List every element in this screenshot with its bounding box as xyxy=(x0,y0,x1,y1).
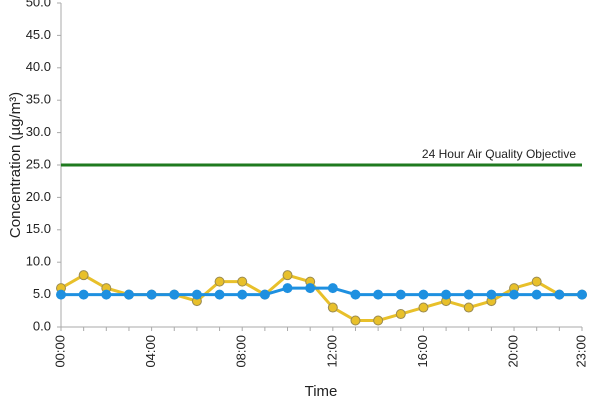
point xyxy=(531,276,542,287)
point xyxy=(486,289,497,300)
x-tick-label: 23:00 xyxy=(573,335,588,368)
y-axis-title: Concentration (µg/m³) xyxy=(7,92,24,238)
point xyxy=(463,302,474,313)
point xyxy=(418,302,429,313)
y-tick-label: 5.0 xyxy=(33,286,51,301)
y-tick-label: 15.0 xyxy=(26,221,51,236)
x-tick-label: 08:00 xyxy=(234,335,249,368)
y-tick-label: 50.0 xyxy=(26,0,51,9)
y-tick-label: 30.0 xyxy=(26,124,51,139)
y-tick-label: 10.0 xyxy=(26,254,51,269)
y-tick-label: 20.0 xyxy=(26,189,51,204)
series-line xyxy=(60,273,582,323)
point xyxy=(554,289,565,300)
y-tick-label: 25.0 xyxy=(26,156,51,171)
point xyxy=(191,289,202,300)
x-tick-label: 00:00 xyxy=(52,335,67,368)
point xyxy=(373,289,384,300)
point xyxy=(123,289,134,300)
point xyxy=(169,289,180,300)
point xyxy=(282,283,293,294)
point xyxy=(463,289,474,300)
x-tick-label: 12:00 xyxy=(324,335,339,368)
point xyxy=(577,289,587,300)
point xyxy=(146,289,157,300)
point xyxy=(441,289,452,300)
point xyxy=(259,289,270,300)
point xyxy=(418,289,429,300)
point xyxy=(350,289,361,300)
point xyxy=(237,289,248,300)
point xyxy=(214,276,225,287)
point xyxy=(327,283,338,294)
point xyxy=(305,283,316,294)
y-tick-label: 35.0 xyxy=(26,92,51,107)
point xyxy=(78,270,89,281)
x-axis-title: Time xyxy=(305,383,338,400)
point xyxy=(395,309,406,320)
point xyxy=(237,276,248,287)
point xyxy=(531,289,542,300)
point xyxy=(78,289,89,300)
point xyxy=(282,270,293,281)
point xyxy=(101,289,112,300)
y-tick-label: 45.0 xyxy=(26,27,51,42)
y-tick-label: 40.0 xyxy=(26,59,51,74)
point xyxy=(56,289,66,300)
point xyxy=(373,315,384,326)
point xyxy=(350,315,361,326)
x-tick-label: 16:00 xyxy=(415,335,430,368)
point xyxy=(327,302,338,313)
x-tick-label: 04:00 xyxy=(143,335,158,368)
point xyxy=(509,289,520,300)
x-tick-label: 20:00 xyxy=(505,335,520,368)
objective-label: 24 Hour Air Quality Objective xyxy=(422,147,576,161)
y-tick-label: 0.0 xyxy=(33,318,51,333)
point xyxy=(395,289,406,300)
point xyxy=(214,289,225,300)
